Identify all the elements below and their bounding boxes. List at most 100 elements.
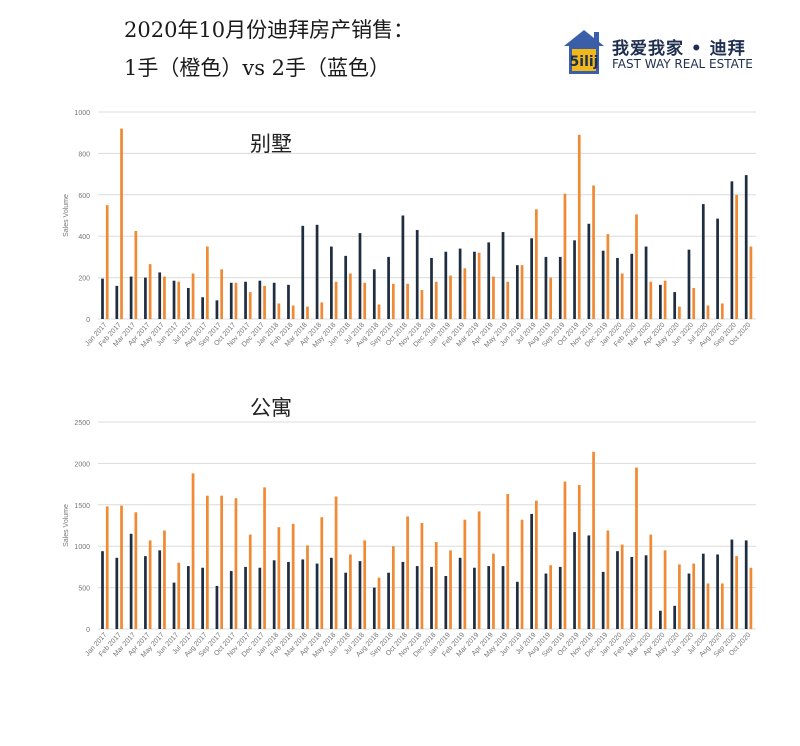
bar-secondary-market <box>215 585 219 629</box>
bar-secondary-market <box>573 240 576 319</box>
bar-primary-market <box>635 467 638 629</box>
bar-secondary-market <box>287 561 290 629</box>
bar-secondary-market <box>444 251 448 319</box>
bar-primary-market <box>105 506 109 629</box>
apartment-chart-title: 公寓 <box>250 396 292 420</box>
bar-primary-market <box>477 252 481 319</box>
bar-secondary-market <box>287 284 290 319</box>
bar-secondary-market <box>644 246 648 319</box>
y-tick-label: 200 <box>78 276 90 283</box>
bar-secondary-market <box>716 218 719 319</box>
bar-primary-market <box>248 534 252 629</box>
bar-secondary-market <box>344 572 348 629</box>
y-axis-label: Sales Volume <box>63 194 70 237</box>
bar-primary-market <box>577 134 581 319</box>
bar-primary-market <box>678 306 681 319</box>
bar-secondary-market <box>201 297 204 319</box>
y-axis-label: Sales Volume <box>63 504 70 547</box>
title-line-2: 1手（橙色）vs 2手（蓝色） <box>124 56 391 80</box>
bar-secondary-market <box>144 277 147 319</box>
bar-secondary-market <box>573 532 576 629</box>
bar-secondary-market <box>144 556 147 629</box>
bar-primary-market <box>720 303 724 319</box>
bar-primary-market <box>692 563 696 629</box>
bar-secondary-market <box>272 560 276 629</box>
bar-secondary-market <box>544 573 548 629</box>
bar-primary-market <box>449 550 452 629</box>
bar-secondary-market <box>229 282 233 319</box>
bar-secondary-market <box>544 256 548 319</box>
bar-primary-market <box>177 281 181 319</box>
bar-primary-market <box>706 583 710 629</box>
bar-primary-market <box>434 281 438 319</box>
bar-secondary-market <box>587 535 591 629</box>
bar-secondary-market <box>186 566 190 629</box>
bar-primary-market <box>492 553 495 629</box>
bar-primary-market <box>263 487 266 629</box>
bar-primary-market <box>563 193 567 319</box>
bar-primary-market <box>720 583 724 629</box>
bar-primary-market <box>563 481 567 629</box>
bar-secondary-market <box>330 246 333 319</box>
bar-secondary-market <box>558 256 562 319</box>
bar-secondary-market <box>601 250 605 319</box>
bar-primary-market <box>706 305 710 319</box>
bar-secondary-market <box>673 605 677 629</box>
bar-secondary-market <box>158 272 162 319</box>
bar-secondary-market <box>730 539 734 629</box>
y-tick-label: 0 <box>86 317 90 324</box>
bar-primary-market <box>420 290 424 319</box>
bar-primary-market <box>377 577 381 629</box>
y-tick-label: 800 <box>78 151 90 158</box>
bar-secondary-market <box>587 223 591 319</box>
bar-primary-market <box>649 534 653 629</box>
bar-primary-market <box>477 511 481 629</box>
bar-secondary-market <box>616 257 619 319</box>
bar-primary-market <box>220 495 224 629</box>
bar-primary-market <box>463 268 467 319</box>
bar-secondary-market <box>701 204 705 319</box>
bar-primary-market <box>635 214 638 319</box>
company-logo: 5ilij 我爱我家 • 迪拜 FAST WAY REAL ESTATE <box>560 26 760 78</box>
bar-primary-market <box>406 283 409 319</box>
bar-primary-market <box>234 282 238 319</box>
bar-secondary-market <box>430 566 433 629</box>
bar-secondary-market <box>115 285 119 319</box>
bar-primary-market <box>334 281 338 319</box>
bar-secondary-market <box>630 556 634 629</box>
logo-mark-letters: 5ilij <box>570 54 599 70</box>
bar-primary-market <box>534 500 538 629</box>
bar-secondary-market <box>315 224 319 319</box>
bar-secondary-market <box>415 566 419 629</box>
bar-secondary-market <box>344 255 348 319</box>
bar-primary-market <box>277 527 281 629</box>
bar-primary-market <box>606 234 610 319</box>
bar-secondary-market <box>687 249 691 319</box>
bar-secondary-market <box>101 278 104 319</box>
bar-secondary-market <box>730 181 734 319</box>
bar-primary-market <box>506 494 510 629</box>
bar-primary-market <box>277 303 281 319</box>
bar-secondary-market <box>716 554 719 629</box>
bar-primary-market <box>434 542 438 629</box>
bar-secondary-market <box>301 559 305 629</box>
bar-secondary-market <box>158 550 162 629</box>
bar-secondary-market <box>659 284 662 319</box>
bar-primary-market <box>148 264 152 319</box>
bar-primary-market <box>520 519 524 629</box>
bar-secondary-market <box>444 576 448 629</box>
bar-primary-market <box>620 273 624 319</box>
bar-secondary-market <box>744 540 748 629</box>
bar-primary-market <box>391 283 395 319</box>
bar-secondary-market <box>515 581 519 629</box>
title-line-1: 2020年10月份迪拜房产销售： <box>124 18 415 42</box>
bar-secondary-market <box>315 563 319 629</box>
bar-secondary-market <box>172 582 176 629</box>
bar-primary-market <box>492 276 495 319</box>
bar-secondary-market <box>372 587 376 629</box>
bar-primary-market <box>191 473 195 629</box>
bar-primary-market <box>320 302 324 319</box>
bar-primary-market <box>735 556 738 629</box>
bar-primary-market <box>391 546 395 629</box>
bar-secondary-market <box>172 280 176 319</box>
